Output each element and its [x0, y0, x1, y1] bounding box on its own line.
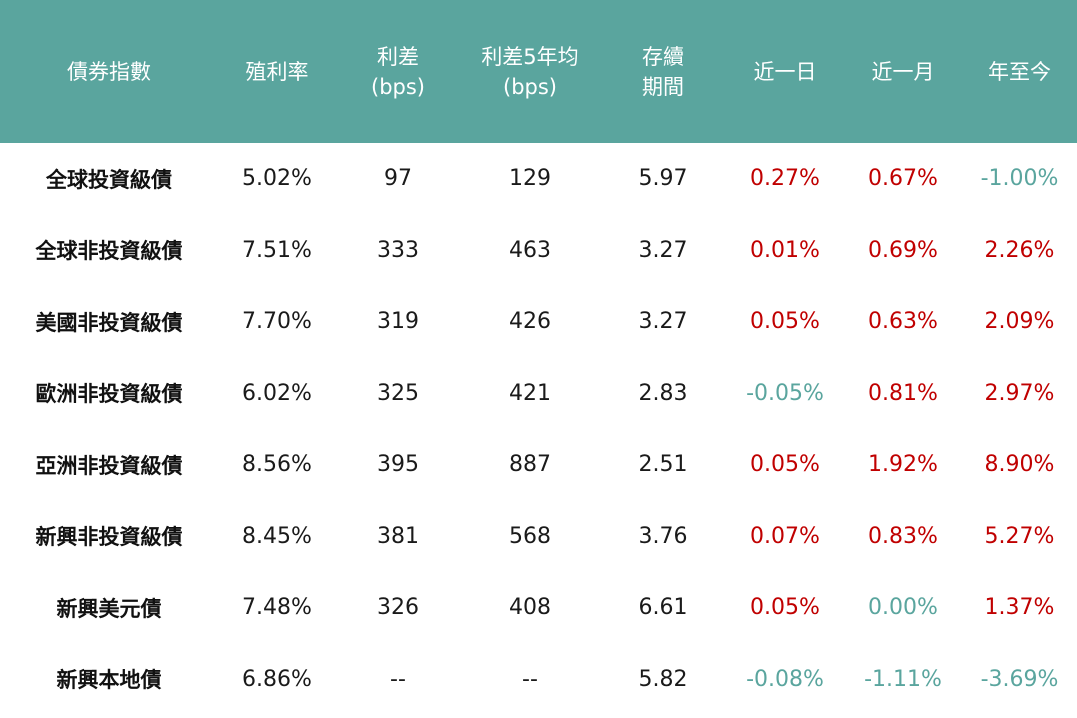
cell-change-ytd: 2.09% — [984, 309, 1055, 335]
cell-change-1m: 0.69% — [868, 237, 938, 263]
cell-change-1d: 0.05% — [750, 309, 820, 335]
cell-duration: 2.83 — [638, 380, 688, 406]
cell-change-1m: 0.81% — [868, 380, 938, 406]
cell-spread: 395 — [377, 452, 419, 478]
header-label-line1: 近一月 — [871, 59, 935, 84]
cell-spread-5y-avg: 421 — [509, 380, 551, 406]
table-header: 債券指數 殖利率 利差 (bps) 利差5年均 (bps) 存續期間 近一日 近一月 年至今 — [0, 0, 1077, 143]
cell-bond-name: 歐洲非投資級債 — [35, 382, 183, 407]
cell-change-1d: 0.27% — [750, 166, 820, 192]
cell-spread: 333 — [377, 237, 419, 263]
header-label-line2: 期間 — [642, 74, 684, 99]
table-body: 全球投資級債 5.02% 97 129 5.97 0.27% 0.67% -1.00% 全球非投… — [0, 143, 1077, 715]
cell-change-ytd: 8.90% — [984, 452, 1055, 478]
cell-duration: 5.82 — [638, 666, 688, 692]
cell-change-1d: 0.05% — [750, 452, 820, 478]
cell-bond-name: 新興美元債 — [56, 596, 162, 621]
header-bond-index: 債券指數 — [0, 0, 218, 143]
cell-yield: 8.45% — [242, 523, 312, 549]
header-label-line1: 近一日 — [753, 59, 817, 84]
header-spread: 利差 (bps) — [336, 0, 460, 143]
header-label-line1: 殖利率 — [245, 59, 309, 84]
header-row: 債券指數 殖利率 利差 (bps) 利差5年均 (bps) 存續期間 近一日 近一月 年至今 — [0, 0, 1077, 143]
cell-yield: 8.56% — [242, 452, 312, 478]
cell-spread-5y-avg: -- — [522, 666, 538, 692]
cell-change-ytd: 2.26% — [984, 237, 1055, 263]
cell-duration: 6.61 — [638, 595, 688, 621]
cell-spread-5y-avg: 408 — [509, 595, 551, 621]
table-row: 美國非投資級債 7.70% 319 426 3.27 0.05% 0.63% 2.09% — [0, 286, 1077, 358]
cell-change-1d: 0.05% — [750, 595, 820, 621]
cell-change-1m: 0.83% — [868, 523, 938, 549]
cell-spread-5y-avg: 426 — [509, 309, 551, 335]
cell-spread: 325 — [377, 380, 419, 406]
table-row: 新興非投資級債 8.45% 381 568 3.76 0.07% 0.83% 5.27% — [0, 501, 1077, 573]
cell-spread: -- — [390, 666, 406, 692]
cell-bond-name: 全球非投資級債 — [35, 239, 183, 264]
cell-change-1d: 0.07% — [750, 523, 820, 549]
cell-spread-5y-avg: 129 — [509, 166, 551, 192]
cell-change-1m: -1.11% — [864, 666, 942, 692]
cell-spread: 381 — [377, 523, 419, 549]
cell-yield: 5.02% — [242, 166, 312, 192]
cell-bond-name: 新興本地債 — [56, 668, 162, 693]
cell-yield: 7.70% — [242, 309, 312, 335]
cell-spread-5y-avg: 887 — [509, 452, 551, 478]
cell-change-ytd: 5.27% — [984, 523, 1055, 549]
table-row: 新興美元債 7.48% 326 408 6.61 0.05% 0.00% 1.37% — [0, 572, 1077, 644]
header-1d: 近一日 — [726, 0, 844, 143]
cell-change-ytd: -3.69% — [980, 666, 1059, 692]
header-label-line1: 債券指數 — [67, 59, 151, 84]
cell-spread-5y-avg: 568 — [509, 523, 551, 549]
header-duration: 存續 期間 — [600, 0, 726, 143]
cell-spread: 326 — [377, 595, 419, 621]
cell-change-1m: 0.63% — [868, 309, 938, 335]
cell-yield: 7.48% — [242, 595, 312, 621]
cell-duration: 2.51 — [638, 452, 688, 478]
cell-change-1d: 0.01% — [750, 237, 820, 263]
cell-bond-name: 亞洲非投資級債 — [35, 453, 183, 478]
cell-change-ytd: 1.37% — [984, 595, 1055, 621]
cell-bond-name: 新興非投資級債 — [35, 525, 183, 550]
cell-yield: 7.51% — [242, 237, 312, 263]
cell-yield: 6.02% — [242, 380, 312, 406]
header-1m: 近一月 — [844, 0, 962, 143]
cell-change-ytd: -1.00% — [980, 166, 1059, 192]
cell-bond-name: 全球投資級債 — [46, 167, 172, 192]
cell-spread: 97 — [384, 166, 412, 192]
header-label-line1: 年至今 — [988, 59, 1051, 84]
header-label-line1: 利差 — [377, 44, 419, 69]
cell-yield: 6.86% — [242, 666, 312, 692]
header-label-line1: 利差5年均 — [481, 44, 579, 69]
header-label-line2: (bps) — [371, 74, 425, 99]
header-label-line1: 存續 — [642, 44, 684, 69]
header-ytd: 年至今 — [962, 0, 1077, 143]
cell-duration: 5.97 — [638, 166, 688, 192]
header-spread-5y-avg: 利差5年均 (bps) — [460, 0, 600, 143]
header-label-line2: (bps) — [503, 74, 557, 99]
cell-duration: 3.27 — [638, 237, 688, 263]
cell-spread: 319 — [377, 309, 419, 335]
cell-spread-5y-avg: 463 — [509, 237, 551, 263]
cell-bond-name: 美國非投資級債 — [35, 310, 183, 335]
cell-change-ytd: 2.97% — [984, 380, 1055, 406]
cell-duration: 3.27 — [638, 309, 688, 335]
table-row: 全球投資級債 5.02% 97 129 5.97 0.27% 0.67% -1.00% — [0, 143, 1077, 215]
cell-change-1m: 0.00% — [868, 595, 938, 621]
table-row: 亞洲非投資級債 8.56% 395 887 2.51 0.05% 1.92% 8.90% — [0, 429, 1077, 501]
header-yield: 殖利率 — [218, 0, 336, 143]
cell-change-1d: -0.05% — [746, 380, 824, 406]
cell-duration: 3.76 — [638, 523, 688, 549]
table-row: 全球非投資級債 7.51% 333 463 3.27 0.01% 0.69% 2.26% — [0, 215, 1077, 287]
cell-change-1m: 0.67% — [868, 166, 938, 192]
cell-change-1m: 1.92% — [868, 452, 938, 478]
table-row: 歐洲非投資級債 6.02% 325 421 2.83 -0.05% 0.81% 2.97% — [0, 358, 1077, 430]
table-row: 新興本地債 6.86% -- -- 5.82 -0.08% -1.11% -3.69% — [0, 644, 1077, 716]
cell-change-1d: -0.08% — [746, 666, 824, 692]
